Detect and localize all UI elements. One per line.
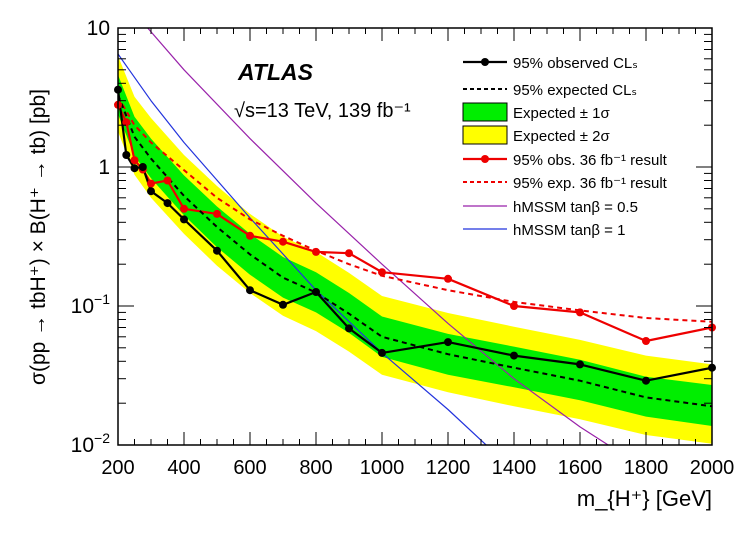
legend-label-obs36: 95% obs. 36 fb⁻¹ result [513, 152, 668, 169]
legend-label-observed: 95% observed CLₛ [513, 55, 638, 72]
x-tick-label: 1000 [360, 457, 405, 479]
x-tick-labels: 200 400 600 800 1000 1200 1400 1600 1800 2000 [101, 457, 734, 479]
obs-point [213, 246, 221, 255]
x-tick-label: 400 [167, 457, 200, 479]
obs-point [576, 360, 584, 369]
legend-label-band2: Expected ± 2σ [513, 128, 610, 145]
legend-entry-band1: Expected ± 1σ [462, 102, 610, 122]
obs-point [642, 376, 650, 385]
band-layer [118, 55, 712, 444]
legend-entry-band2: Expected ± 2σ [462, 125, 610, 145]
obs-point [378, 348, 386, 357]
hm05-line [147, 28, 610, 445]
obs-point [163, 199, 172, 208]
obs36-point [180, 204, 188, 213]
obs36-point [279, 237, 287, 246]
obs36-point [345, 249, 353, 258]
x-tick-label: 1400 [492, 457, 537, 479]
obs36-point [213, 209, 221, 218]
y-tick-label: 10−1 [71, 291, 111, 318]
x-axis-title: m_{H⁺} [GeV] [577, 486, 712, 511]
x-tick-label: 800 [299, 457, 332, 479]
obs-point [510, 351, 518, 360]
plot-frame [117, 27, 713, 446]
legend-entry-expected: 95% expected CLₛ [463, 82, 637, 99]
x-tick-label: 600 [233, 457, 266, 479]
obs-point [246, 286, 254, 295]
legend-entry-exp36: 95% exp. 36 fb⁻¹ result [463, 175, 668, 192]
obs-point [279, 300, 287, 309]
obs36-point [312, 247, 320, 256]
legend-swatch-band2 [462, 125, 508, 145]
obs-point [130, 164, 139, 173]
legend-label-hmssm1: hMSSM tanβ = 1 [513, 222, 625, 239]
obs-point [444, 338, 452, 347]
obs36-point [246, 231, 254, 240]
energy-lumi-label: √s=13 TeV, 139 fb⁻¹ [234, 100, 411, 122]
legend-entry-hmssm1: hMSSM tanβ = 1 [463, 222, 625, 239]
y-tick-label: 10 [87, 17, 110, 40]
obs-point [345, 324, 353, 333]
x-tick-label: 1600 [558, 457, 603, 479]
x-tick-label: 1800 [624, 457, 669, 479]
experiment-label: ATLAS [237, 59, 314, 85]
hm1-line [118, 53, 488, 445]
band2-band [118, 55, 712, 444]
y-axis-title: σ(pp → tbH⁺) × B(H⁺ → tb) [pb] [27, 89, 50, 385]
obs36-point [510, 302, 518, 310]
x-tick-label: 2000 [690, 457, 735, 479]
obs-point [122, 151, 131, 159]
obs36-point [147, 179, 155, 188]
obs36-point [130, 156, 139, 165]
obs36-point [642, 337, 650, 345]
legend-marker-obs36 [481, 155, 489, 163]
legend-label-exp36: 95% exp. 36 fb⁻¹ result [513, 175, 668, 192]
band1-band [118, 74, 712, 427]
legend: 95% observed CLₛ 95% expected CLₛ Expect… [462, 55, 668, 239]
obs36-point [576, 308, 584, 317]
legend-label-expected: 95% expected CLₛ [513, 82, 637, 99]
y-tick-label: 10−2 [71, 430, 111, 457]
obs36-point [163, 176, 172, 185]
legend-label-band1: Expected ± 1σ [513, 105, 610, 122]
obs36-point [122, 118, 131, 127]
obs36-point [378, 268, 386, 277]
legend-marker-observed [481, 58, 489, 66]
x-tick-label: 200 [101, 457, 134, 479]
obs-point [312, 288, 320, 296]
marker-layer [114, 85, 716, 385]
obs-point [180, 215, 188, 224]
legend-entry-obs36: 95% obs. 36 fb⁻¹ result [463, 152, 668, 169]
legend-label-hmssm05: hMSSM tanβ = 0.5 [513, 199, 638, 216]
legend-entry-observed: 95% observed CLₛ [463, 55, 638, 72]
legend-swatch-band1 [462, 102, 508, 122]
obs36-point [444, 274, 452, 283]
y-tick-label: 1 [98, 156, 110, 179]
x-tick-label: 1200 [426, 457, 471, 479]
obs-point [138, 163, 147, 171]
y-tick-labels: 10−2 10−1 1 10 [71, 17, 111, 457]
legend-entry-hmssm05: hMSSM tanβ = 0.5 [463, 199, 638, 216]
obs-point [147, 187, 155, 196]
